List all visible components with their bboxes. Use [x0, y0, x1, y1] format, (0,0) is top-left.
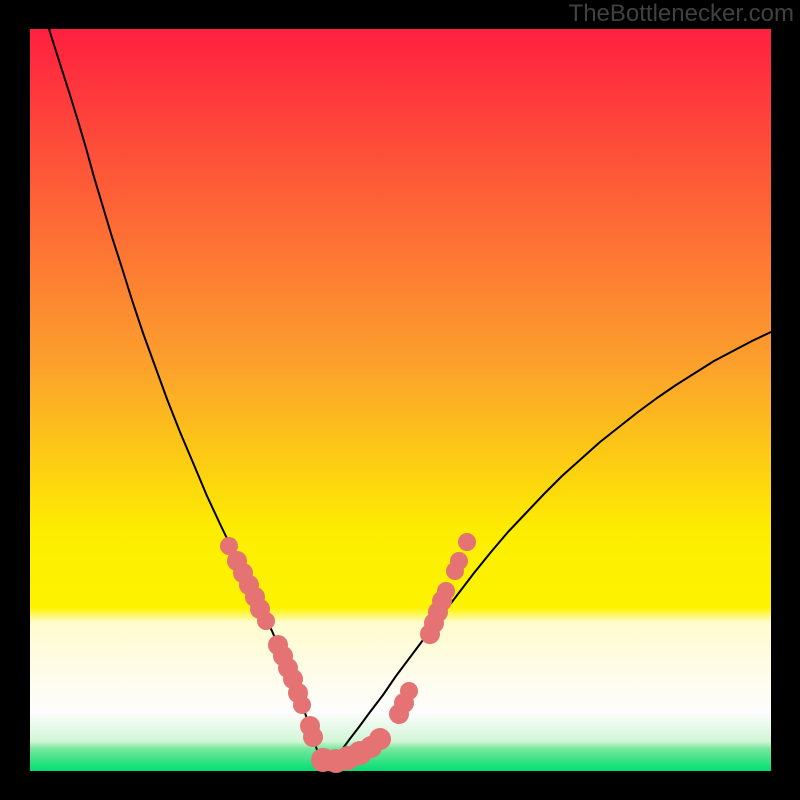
plot-area — [30, 29, 771, 771]
marker-dot — [369, 728, 391, 750]
chart-svg — [0, 0, 800, 800]
marker-dot — [437, 582, 455, 600]
watermark-text: TheBottlenecker.com — [569, 0, 794, 28]
marker-dot — [400, 682, 418, 700]
marker-dot — [458, 533, 476, 551]
marker-dot — [257, 612, 275, 630]
marker-dot — [293, 696, 311, 714]
chart-container: TheBottlenecker.com — [0, 0, 800, 800]
marker-dot — [450, 552, 468, 570]
marker-dot — [303, 727, 323, 747]
